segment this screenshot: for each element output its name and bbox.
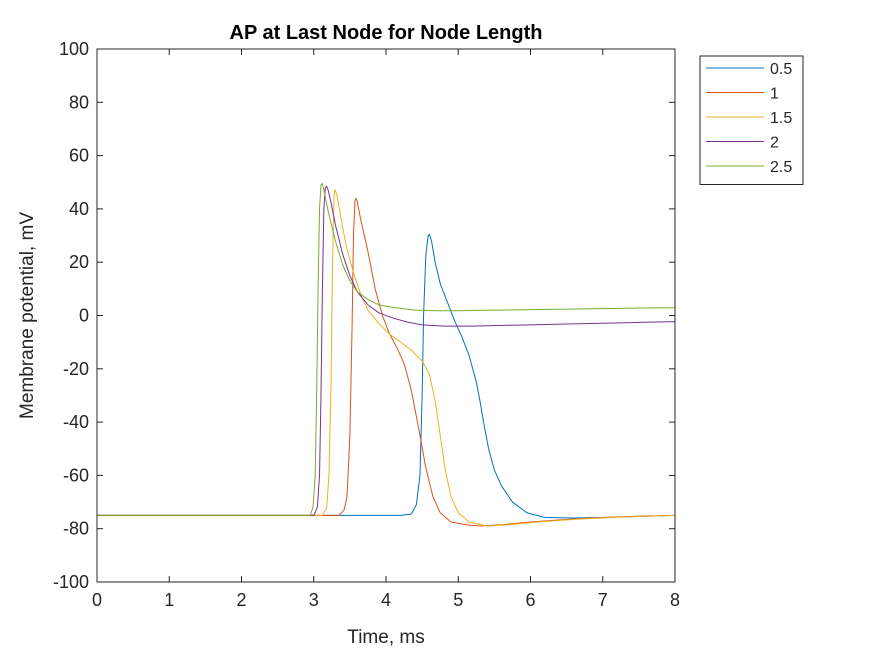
series-line-0.5 bbox=[97, 233, 676, 519]
x-axis-label: Time, ms bbox=[347, 627, 424, 648]
y-tick-label: 100 bbox=[59, 39, 89, 59]
series-line-2.5 bbox=[97, 183, 676, 516]
series-line-2 bbox=[97, 185, 676, 516]
series-line-1.5 bbox=[97, 189, 676, 527]
y-tick-label: 60 bbox=[69, 146, 89, 166]
y-tick-label: 20 bbox=[69, 252, 89, 272]
y-tick-label: 80 bbox=[69, 92, 89, 112]
x-tick-label: 4 bbox=[381, 590, 391, 610]
y-tick-label: -40 bbox=[63, 412, 89, 432]
x-tick-label: 1 bbox=[164, 590, 174, 610]
x-tick-label: 0 bbox=[92, 590, 102, 610]
legend[interactable]: 0.5 1 1.5 2 2.5 bbox=[699, 55, 804, 185]
y-tick-label: -60 bbox=[63, 465, 89, 485]
y-tick-label: 0 bbox=[79, 306, 89, 326]
legend-box bbox=[699, 55, 804, 185]
x-tick-label: 8 bbox=[670, 590, 680, 610]
x-axis-ticks: 0 1 2 3 4 5 6 7 8 bbox=[92, 49, 680, 610]
x-tick-label: 2 bbox=[236, 590, 246, 610]
y-tick-label: -20 bbox=[63, 359, 89, 379]
y-axis-label: Membrane potential, mV bbox=[17, 212, 38, 419]
legend-label: 2.5 bbox=[770, 159, 792, 176]
x-tick-label: 7 bbox=[598, 590, 608, 610]
y-axis-ticks: -100 -80 -60 -40 -20 0 20 40 60 80 100 bbox=[53, 39, 675, 592]
x-tick-label: 5 bbox=[453, 590, 463, 610]
legend-label: 1 bbox=[770, 86, 779, 103]
series-lines bbox=[97, 183, 676, 527]
x-tick-label: 6 bbox=[525, 590, 535, 610]
y-tick-label: -80 bbox=[63, 519, 89, 539]
legend-label: 2 bbox=[770, 135, 779, 152]
legend-items: 0.5 1 1.5 2 2.5 bbox=[706, 61, 792, 176]
legend-label: 0.5 bbox=[770, 61, 792, 78]
y-tick-label: -100 bbox=[53, 572, 89, 592]
chart-title: AP at Last Node for Node Length bbox=[230, 22, 543, 44]
x-tick-label: 3 bbox=[309, 590, 319, 610]
y-tick-label: 40 bbox=[69, 199, 89, 219]
legend-label: 1.5 bbox=[770, 110, 792, 127]
